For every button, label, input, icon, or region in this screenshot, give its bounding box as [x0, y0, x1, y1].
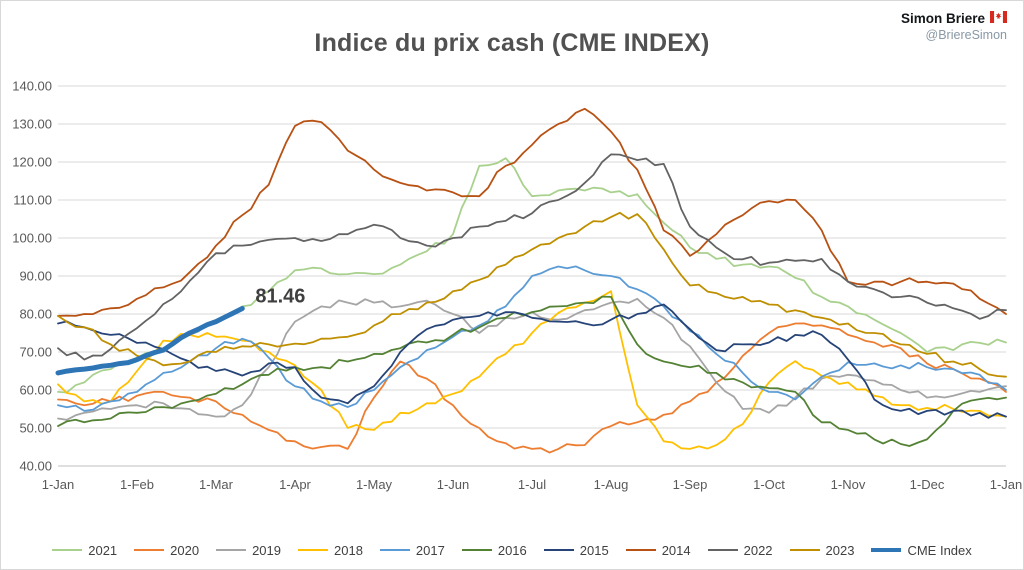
legend-item-2023: 2023 [789, 542, 855, 558]
legend-label: 2018 [334, 542, 363, 558]
legend-swatch [625, 549, 656, 551]
legend-label: 2020 [170, 542, 200, 558]
y-tick-label: 80.00 [19, 307, 52, 322]
series-line-cme-index [55, 306, 245, 376]
y-tick-label: 100.00 [12, 231, 52, 246]
y-tick-label: 140.00 [12, 79, 52, 94]
y-tick-label: 40.00 [19, 459, 52, 474]
series-line-2017 [57, 265, 1007, 412]
legend-item-2015: 2015 [543, 542, 609, 558]
y-tick-label: 130.00 [12, 117, 52, 132]
x-tick-label: 1-Aug [594, 477, 629, 492]
x-tick-label: 1-Mar [199, 477, 234, 492]
y-tick-label: 110.00 [13, 193, 52, 208]
y-tick-label: 70.00 [19, 345, 52, 360]
x-tick-label: 1-Dec [910, 477, 945, 492]
legend-swatch [379, 549, 410, 551]
legend-label: 2015 [579, 542, 609, 558]
legend-swatch [789, 549, 820, 551]
legend-item-2016: 2016 [461, 542, 527, 558]
x-tick-label: 1-Jul [518, 477, 546, 492]
chart-title: Indice du prix cash (CME INDEX) [314, 29, 710, 57]
legend-swatch [298, 549, 328, 551]
legend-swatch [707, 549, 738, 551]
author-name: Simon Briere [900, 11, 985, 26]
legend-swatch [52, 549, 83, 551]
x-tick-label: 1-Feb [120, 477, 154, 492]
y-axis: 140.00 130.00 120.00 110.00 100.00 90.00 80.00… [12, 79, 52, 474]
series-line-2022 [57, 153, 1007, 361]
legend-item-cme-index: CME Index [871, 542, 972, 558]
x-tick-label: 1-Sep [673, 477, 708, 492]
legend-swatch [461, 549, 492, 551]
gridlines [58, 85, 1006, 467]
x-tick-label: 1-Jun [437, 477, 470, 492]
x-tick-label: 1-Jan [42, 477, 75, 492]
y-tick-label: 120.00 [12, 155, 52, 170]
x-axis: 1-Jan 1-Feb 1-Mar 1-Apr 1-May 1-Jun 1-Jul 1-Aug… [42, 477, 1023, 492]
legend-label: 2021 [88, 542, 118, 558]
attribution: Simon Briere @BriereSimon [901, 11, 1007, 44]
legend-label: 2014 [661, 542, 691, 558]
legend-item-2018: 2018 [298, 543, 363, 558]
x-tick-label: 1-Oct [753, 477, 785, 492]
legend-label: 2019 [252, 542, 281, 558]
legend-item-2017: 2017 [379, 542, 445, 558]
x-tick-label: 1-Apr [279, 477, 311, 492]
legend-label: 2023 [825, 542, 855, 558]
series-line-2023 [57, 211, 1007, 378]
author-handle: @BriereSimon [925, 27, 1007, 42]
legend-label: CME Index [907, 542, 972, 558]
legend-swatch [871, 548, 902, 552]
author-row: Simon Briere [901, 11, 1007, 28]
legend-item-2019: 2019 [216, 543, 281, 558]
legend-item-2022: 2022 [707, 542, 773, 558]
y-tick-label: 60.00 [19, 383, 52, 398]
legend-label: 2017 [415, 542, 445, 558]
legend-swatch [134, 549, 165, 551]
series-lines [55, 107, 1007, 454]
legend-label: 2022 [743, 542, 773, 558]
price-index-chart: 140.00 130.00 120.00 110.00 100.00 90.00 80.00… [12, 79, 1023, 493]
x-tick-label: 1-Nov [831, 477, 866, 492]
series-line-2020 [57, 322, 1007, 454]
series-line-2016 [57, 295, 1007, 447]
legend-label: 2016 [497, 542, 527, 558]
legend-item-2020: 2020 [134, 543, 199, 558]
series-line-2018 [57, 290, 1007, 450]
y-tick-label: 90.00 [19, 269, 52, 284]
legend-item-2014: 2014 [625, 542, 691, 558]
legend-swatch [216, 549, 247, 551]
series-line-2015 [57, 303, 1007, 419]
chart-legend: 2021 2020 2019 2018 2017 2016 2015 2014 2022 2023… [1, 537, 1023, 563]
y-tick-label: 50.00 [19, 421, 52, 436]
legend-item-2021: 2021 [52, 543, 117, 558]
legend-swatch [543, 549, 574, 551]
annotation-label: 81.46 [255, 285, 305, 307]
x-tick-label: 1-Jan [990, 477, 1023, 492]
canada-flag-icon [990, 11, 1007, 28]
x-tick-label: 1-May [356, 477, 393, 492]
